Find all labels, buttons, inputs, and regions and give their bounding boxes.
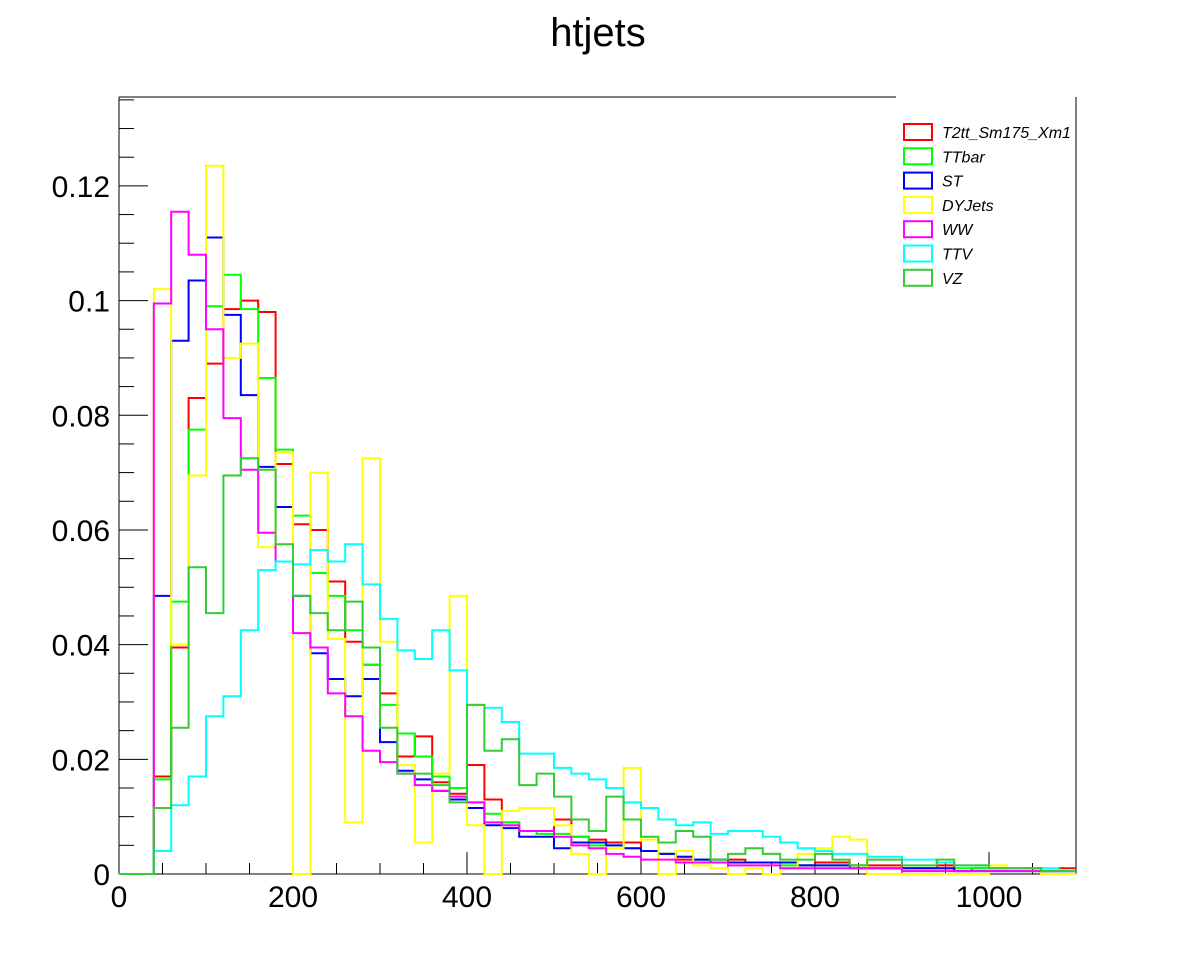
x-tick-label: 200 (268, 881, 318, 914)
legend-label: TTbar (942, 149, 985, 166)
legend-label: TTV (942, 247, 974, 264)
chart-title: htjets (550, 11, 646, 55)
legend-swatch (903, 244, 933, 263)
y-tick-label: 0.04 (52, 630, 110, 663)
y-tick-label: 0.08 (52, 400, 110, 433)
legend-swatch (903, 220, 933, 239)
legend-label: ST (942, 174, 964, 191)
y-tick-label: 0 (93, 859, 110, 892)
series-line-ttbar (119, 273, 1076, 875)
x-tick-label: 400 (442, 881, 492, 914)
legend-swatch (903, 268, 933, 287)
x-tick-label: 0 (111, 881, 128, 914)
legend-swatch (903, 171, 933, 190)
y-tick-label: 0.12 (52, 171, 110, 204)
x-tick-label: 600 (616, 881, 666, 914)
legend-label: VZ (942, 271, 964, 288)
series-line-t2tt-sm175-xm1 (119, 299, 1076, 875)
y-tick-label: 0.02 (52, 744, 110, 777)
legend-swatch (903, 123, 933, 141)
legend: T2tt_Sm175_Xm1 TTbar ST DYJets WW TTV VZ (903, 123, 1071, 288)
series-line-ww (119, 210, 1076, 875)
legend-label: DYJets (942, 198, 994, 215)
x-tick-label: 800 (790, 881, 840, 914)
y-tick-label: 0.1 (68, 286, 110, 319)
y-tick-label: 0.06 (52, 515, 110, 548)
series-line-ttv (119, 543, 1076, 875)
axes: 0 200 400 600 800 1000 0 0.02 0.04 0.06 0.08 0.1 0.1… (52, 96, 1077, 914)
series-layer (119, 164, 1076, 875)
legend-swatch (903, 195, 933, 214)
legend-label: WW (942, 222, 974, 239)
legend-swatch (903, 147, 933, 166)
x-tick-label: 1000 (956, 881, 1023, 914)
legend-label: T2tt_Sm175_Xm1 (942, 125, 1071, 142)
series-line-vz (119, 457, 1076, 875)
